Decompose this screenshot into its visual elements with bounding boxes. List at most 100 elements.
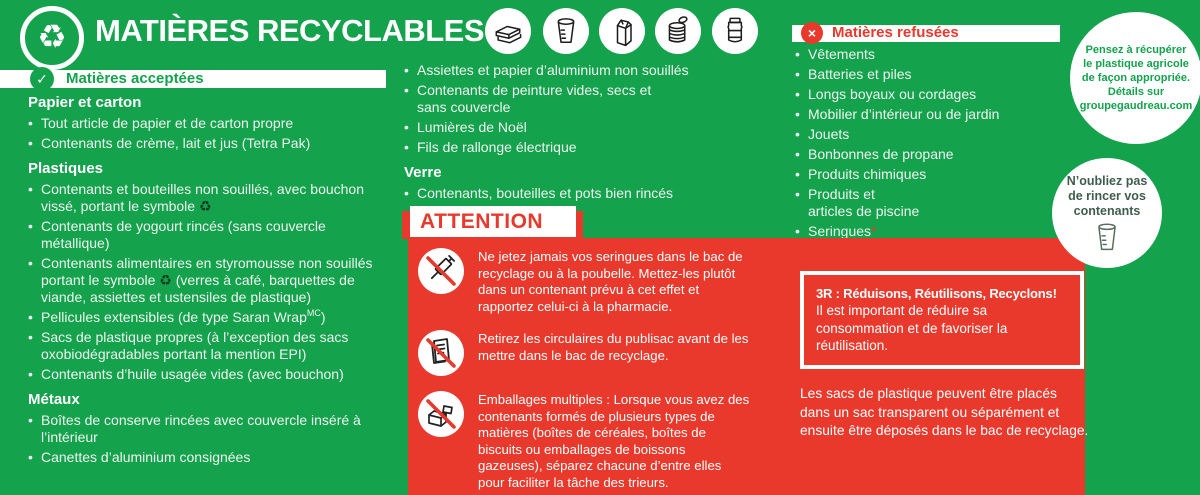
list-item-text: Sacs de plastique propres (à l’exception… bbox=[41, 329, 349, 362]
refused-list: • Vêtements • Batteries et piles • Longs boya… bbox=[795, 46, 1069, 240]
list-item-text: Boîtes de conserve rincées avec couvercl… bbox=[41, 412, 361, 445]
milk-carton-icon bbox=[599, 8, 645, 54]
attention-label: ATTENTION bbox=[410, 206, 576, 237]
rinse-cup-icon bbox=[1098, 223, 1116, 251]
list-item: • Vêtements bbox=[795, 46, 1069, 63]
x-icon: × bbox=[801, 22, 823, 44]
bullet-icon: • bbox=[795, 46, 800, 62]
list-item-text: Assiettes et papier d’aluminium non soui… bbox=[417, 62, 689, 78]
list-item-text: Canettes d’aluminium consignées bbox=[41, 449, 251, 465]
agricultural-plastic-text: Pensez à récupérer le plastique agricole… bbox=[1079, 44, 1193, 112]
bullet-icon: • bbox=[404, 185, 409, 201]
list-item-text: Contenants d’huile usagée vides (avec bo… bbox=[41, 366, 344, 382]
bullet-icon: • bbox=[28, 366, 33, 382]
list-item: • Mobilier d’intérieur ou de jardin bbox=[795, 106, 1069, 123]
list-item: • Produits et articles de piscine bbox=[795, 186, 1069, 220]
list-item-text: Contenants, bouteilles et pots bien rinc… bbox=[417, 185, 674, 201]
bullet-icon: • bbox=[28, 135, 33, 151]
bullet-icon: • bbox=[28, 329, 33, 345]
list-item: • Bonbonnes de propane bbox=[795, 146, 1069, 163]
section-heading: Papier et carton bbox=[28, 94, 142, 111]
check-icon: ✓ bbox=[30, 67, 54, 91]
list-item: • Contenants de peinture vides, secs et s… bbox=[404, 82, 734, 116]
list-item-text: Produits et articles de piscine bbox=[808, 186, 920, 219]
bullet-icon: • bbox=[28, 255, 33, 271]
list-item: • Sacs de plastique propres (à l’exceptio… bbox=[28, 329, 396, 363]
list-item-text: Contenants de crème, lait et jus (Tetra … bbox=[41, 135, 311, 151]
section-heading: Verre bbox=[404, 164, 442, 181]
no-flyers-icon bbox=[418, 330, 464, 376]
accepted-column: Papier et carton • Tout article de papier… bbox=[28, 94, 396, 469]
list-item: • Canettes d’aluminium consignées bbox=[28, 449, 396, 466]
bullet-icon: • bbox=[28, 449, 33, 465]
accepted-header: Matières acceptées bbox=[66, 70, 204, 87]
tin-can-icon bbox=[655, 8, 701, 54]
bullet-icon: • bbox=[28, 115, 33, 131]
list-item-text: Lumières de Noël bbox=[417, 119, 527, 135]
list-item: • Contenants d’huile usagée vides (avec b… bbox=[28, 366, 396, 383]
bullet-icon: • bbox=[795, 166, 800, 182]
metals-list: • Boîtes de conserve rincées avec couverc… bbox=[28, 412, 396, 466]
list-item: • Lumières de Noël bbox=[404, 119, 734, 136]
accepted-header-bar bbox=[0, 70, 386, 88]
bullet-icon: • bbox=[28, 218, 33, 234]
list-item: • Batteries et piles bbox=[795, 66, 1069, 83]
misc-accepted-list: • Assiettes et papier d’aluminium non sou… bbox=[404, 62, 734, 156]
section-heading: Plastiques bbox=[28, 160, 104, 177]
list-item: • Produits chimiques bbox=[795, 166, 1069, 183]
list-item-text: Produits chimiques bbox=[808, 166, 927, 182]
list-item-text: Pellicules extensibles (de type Saran Wr… bbox=[41, 308, 326, 326]
warning-text: Emballages multiples : Lorsque vous avez… bbox=[478, 392, 750, 490]
bullet-icon: • bbox=[795, 186, 800, 202]
bullet-icon: • bbox=[28, 412, 33, 428]
plastics-list: • Contenants et bouteilles non souillés, … bbox=[28, 181, 396, 383]
list-item: • Fils de rallonge électrique bbox=[404, 139, 734, 156]
list-item: • Tout article de papier et de carton pro… bbox=[28, 115, 396, 132]
list-item-text: Contenants de peinture vides, secs et sa… bbox=[417, 82, 652, 115]
list-item-text: Vêtements bbox=[808, 46, 875, 62]
no-multipack-icon bbox=[418, 391, 464, 437]
list-item: • Boîtes de conserve rincées avec couverc… bbox=[28, 412, 396, 446]
list-item: • Pellicules extensibles (de type Saran W… bbox=[28, 309, 396, 326]
paper-stack-icon bbox=[485, 8, 531, 54]
list-item-text: Tout article de papier et de carton prop… bbox=[41, 115, 294, 131]
list-item-text: Bonbonnes de propane bbox=[808, 146, 954, 162]
agricultural-plastic-bubble: Pensez à récupérer le plastique agricole… bbox=[1070, 12, 1200, 144]
three-r-body: Il est important de réduire sa consommat… bbox=[816, 303, 1008, 353]
list-item-text: Longs boyaux ou cordages bbox=[808, 86, 977, 102]
list-item-text: Jouets bbox=[808, 126, 850, 142]
warning-item: Ne jetez jamais vos seringues dans le ba… bbox=[418, 248, 754, 315]
rinse-reminder-bubble: N’oubliez pas de rincer vos contenants bbox=[1052, 158, 1162, 268]
list-item: • Contenants, bouteilles et pots bien rin… bbox=[404, 185, 734, 202]
list-item-text: Batteries et piles bbox=[808, 66, 912, 82]
refused-column: • Vêtements • Batteries et piles • Longs boya… bbox=[795, 46, 1069, 243]
list-item-text: Contenants et bouteilles non souillés, a… bbox=[41, 181, 364, 214]
bullet-icon: • bbox=[404, 62, 409, 78]
warning-text: Ne jetez jamais vos seringues dans le ba… bbox=[478, 249, 743, 314]
no-syringe-icon bbox=[418, 248, 464, 294]
bullet-icon: • bbox=[404, 82, 409, 98]
bullet-icon: • bbox=[795, 66, 800, 82]
list-item: • Contenants de crème, lait et jus (Tetra… bbox=[28, 135, 396, 152]
list-item: • Assiettes et papier d’aluminium non sou… bbox=[404, 62, 734, 79]
glass-jar-icon bbox=[712, 8, 758, 54]
warning-item: Emballages multiples : Lorsque vous avez… bbox=[418, 391, 754, 491]
bullet-icon: • bbox=[795, 106, 800, 122]
bullet-icon: • bbox=[795, 146, 800, 162]
list-item: • Jouets bbox=[795, 126, 1069, 143]
bullet-icon: • bbox=[795, 86, 800, 102]
section-heading: Métaux bbox=[28, 391, 80, 408]
glass-list: • Contenants, bouteilles et pots bien rin… bbox=[404, 185, 734, 202]
plastic-bags-note: Les sacs de plastique peuvent être placé… bbox=[800, 386, 1089, 438]
three-r-box: 3R : Réduisons, Réutilisons, Recyclons! … bbox=[800, 271, 1084, 369]
refused-header-bar bbox=[792, 25, 1060, 42]
bullet-icon: • bbox=[795, 126, 800, 142]
list-item: • Contenants de yogourt rincés (sans couv… bbox=[28, 218, 396, 252]
list-item-text: Seringues* bbox=[808, 223, 877, 239]
list-item: • Contenants alimentaires en styromousse … bbox=[28, 255, 396, 306]
bullet-icon: • bbox=[795, 223, 800, 239]
bullet-icon: • bbox=[28, 309, 33, 325]
list-item-text: Mobilier d’intérieur ou de jardin bbox=[808, 106, 1000, 122]
list-item: • Longs boyaux ou cordages bbox=[795, 86, 1069, 103]
bullet-icon: • bbox=[28, 181, 33, 197]
